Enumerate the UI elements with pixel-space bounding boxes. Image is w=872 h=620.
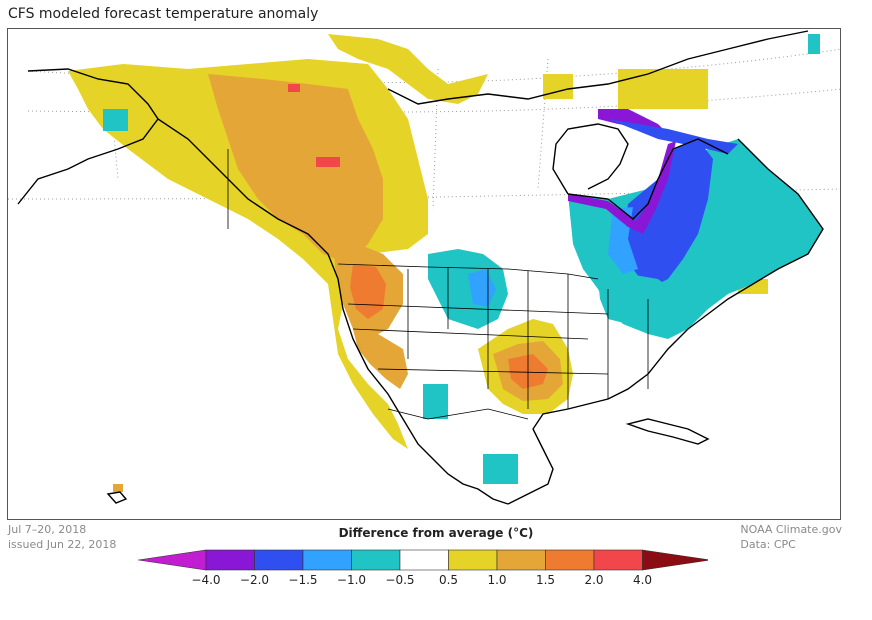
forecast-period: Jul 7–20, 2018: [8, 523, 87, 536]
legend-tick-label: 4.0: [632, 573, 653, 587]
hot-spot-alaska-north: [288, 84, 300, 92]
legend-tick-label: 0.5: [438, 573, 459, 587]
warm-region-yellow-baffin: [618, 69, 708, 109]
legend-bin: [399, 549, 449, 571]
cool-spot-mexico-north: [423, 384, 448, 419]
warm-region-orange-yukon: [208, 74, 383, 264]
legend-tick-label: 1.5: [535, 573, 556, 587]
legend-bin: [302, 549, 352, 571]
political-borders: [227, 149, 649, 420]
legend-high-arrow: [642, 549, 708, 571]
cool-spot-arctic: [808, 34, 820, 54]
legend-tick-label: −0.5: [385, 573, 415, 587]
meta-dates: Jul 7–20, 2018 issued Jun 22, 2018: [8, 522, 116, 552]
legend-bin: [496, 549, 546, 571]
cool-region-blue-northern-plains: [468, 269, 496, 307]
data-source-label: Data: CPC: [740, 538, 796, 551]
legend-tick-label: −2.0: [239, 573, 270, 587]
legend-tick-label: −1.5: [288, 573, 318, 587]
legend-bin: [593, 549, 643, 571]
legend-title: Difference from average (°C): [338, 526, 534, 540]
warm-region-yellow-arctic-east: [543, 74, 573, 99]
cool-region-teal-northeast-us: [598, 274, 693, 334]
legend-low-arrow: [138, 549, 207, 571]
cool-spot-alaska: [103, 109, 128, 131]
legend-tick-label: 1.0: [487, 573, 507, 587]
cool-spot-mexico-south: [483, 454, 518, 484]
legend-tick-label: −4.0: [191, 573, 221, 587]
issue-date: issued Jun 22, 2018: [8, 538, 117, 551]
legend-bin: [545, 549, 595, 571]
warm-region-yellow-arctic: [328, 34, 488, 104]
anomaly-map: [7, 28, 841, 520]
legend-bin: [448, 549, 498, 571]
hot-spot-yukon: [316, 157, 340, 167]
legend-tick-label: −1.0: [336, 573, 367, 587]
page-title: CFS modeled forecast temperature anomaly: [8, 6, 319, 22]
legend-bin: [254, 549, 304, 571]
cool-region-lightblue-quebec: [608, 207, 638, 274]
warm-spot-hawaii: [113, 484, 123, 492]
color-legend: [138, 549, 708, 571]
meta-credits: NOAA Climate.gov Data: CPC: [740, 522, 842, 552]
anomaly-fields: [68, 34, 823, 492]
legend-bin: [351, 549, 401, 571]
credit-label: NOAA Climate.gov: [740, 523, 842, 536]
map-canvas: [8, 30, 840, 505]
legend-bin: [205, 549, 255, 571]
legend-tick-label: 2.0: [584, 573, 604, 587]
cool-region-blue-baffin: [608, 119, 738, 154]
cool-region-blue-quebec: [623, 139, 713, 289]
cool-region-purple-hudson: [568, 141, 676, 234]
warm-region-orange-southwest: [353, 329, 408, 389]
